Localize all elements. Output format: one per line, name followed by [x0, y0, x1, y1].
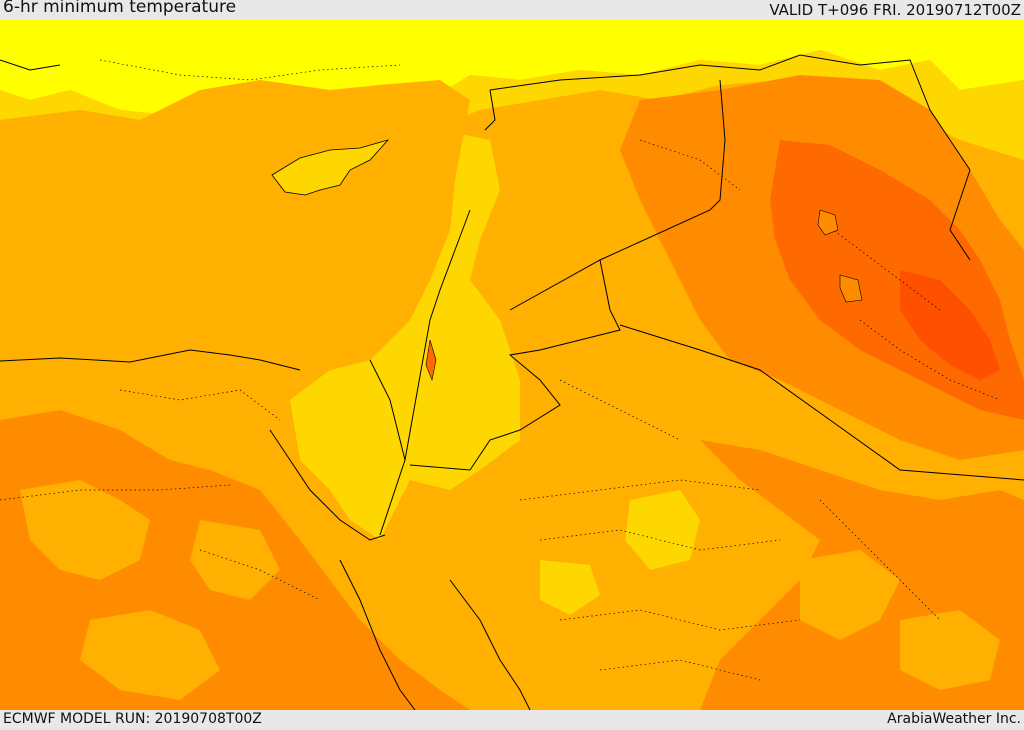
map-title: 6-hr minimum temperature	[3, 0, 237, 17]
lake-iraq	[817, 209, 863, 303]
model-run: ECMWF MODEL RUN: 20190708T00Z	[3, 711, 262, 727]
saudi-yellow-patches	[540, 490, 700, 615]
levant-yellow-region	[290, 130, 520, 540]
credit: ArabiaWeather Inc.	[887, 711, 1021, 727]
egypt-amber-patches	[20, 480, 280, 700]
saudi-amber-patches	[800, 550, 1000, 690]
map-footer: ECMWF MODEL RUN: 20190708T00Z ArabiaWeat…	[0, 710, 1024, 730]
map-svg	[0, 20, 1024, 710]
iraq-hottest-region	[900, 270, 1000, 380]
map-header: 6-hr minimum temperature VALID T+096 FRI…	[0, 0, 1024, 20]
valid-time: VALID T+096 FRI. 20190712T00Z	[769, 1, 1021, 19]
province-boundaries	[0, 59, 1001, 681]
temperature-map[interactable]	[0, 20, 1024, 710]
cyprus	[271, 139, 390, 196]
dead-sea	[425, 339, 437, 382]
country-borders	[0, 54, 1024, 710]
